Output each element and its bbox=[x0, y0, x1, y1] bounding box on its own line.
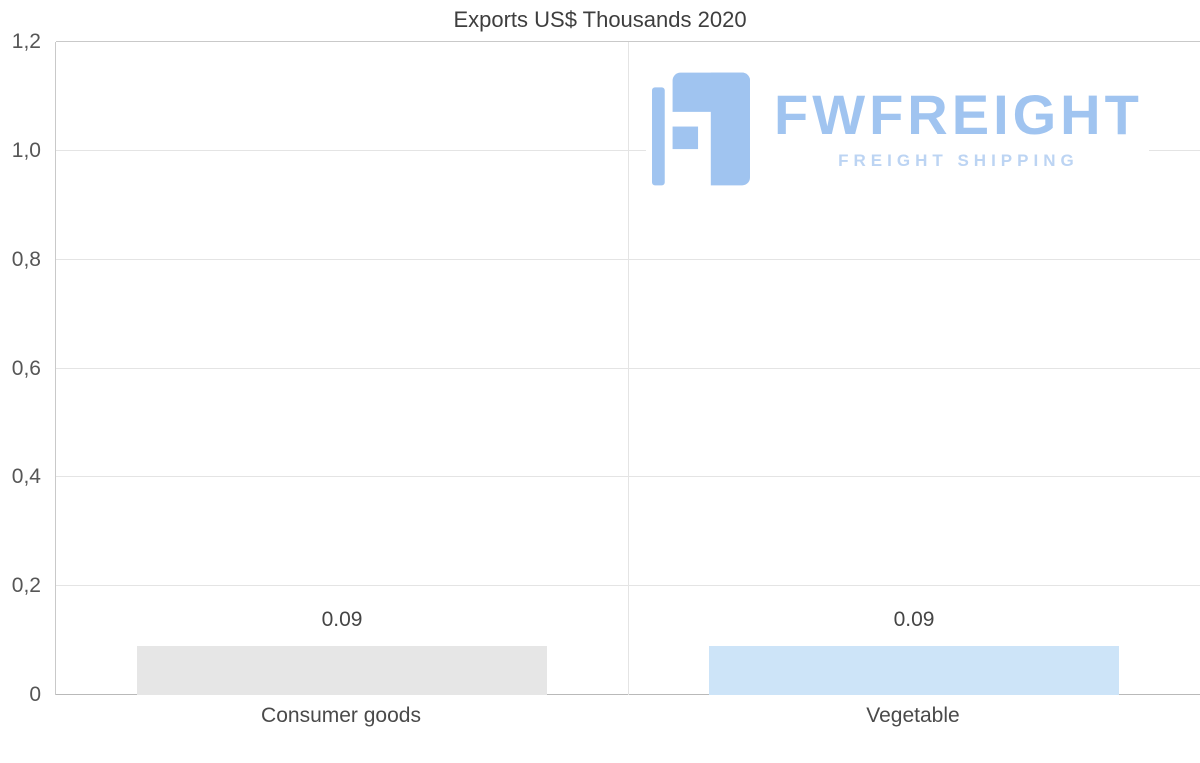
bar-value-label: 0.09 bbox=[893, 608, 935, 632]
brand-text: FWFREIGHT bbox=[774, 83, 1143, 146]
x-axis-label: Consumer goods bbox=[261, 704, 421, 727]
chart-title: Exports US$ Thousands 2020 bbox=[453, 7, 747, 32]
y-tick-label: 0 bbox=[29, 683, 41, 706]
y-tick-label: 1,0 bbox=[11, 138, 41, 162]
fwfreight-logo-icon bbox=[652, 72, 750, 186]
brand-block: FWFREIGHT FREIGHT SHIPPING bbox=[774, 87, 1143, 171]
x-axis-label: Vegetable bbox=[866, 704, 960, 727]
watermark: FWFREIGHT FREIGHT SHIPPING bbox=[646, 66, 1149, 192]
y-tick-label: 0,4 bbox=[11, 465, 41, 489]
y-tick-label: 0,6 bbox=[11, 356, 41, 380]
y-axis: 0 0,2 0,4 0,6 0,8 1,0 1,2 bbox=[0, 30, 45, 706]
bar-value-label: 0.09 bbox=[321, 608, 363, 632]
bar-vegetable bbox=[708, 646, 1120, 695]
y-tick-label: 1,2 bbox=[11, 30, 41, 53]
y-tick-label: 0,8 bbox=[11, 247, 41, 271]
x-axis: Consumer goods Vegetable bbox=[55, 704, 1199, 734]
brand-tagline: FREIGHT SHIPPING bbox=[838, 151, 1079, 170]
category-divider-gridline bbox=[628, 42, 629, 695]
bar-consumer-goods bbox=[136, 646, 548, 695]
y-gridline bbox=[56, 41, 1200, 42]
y-tick-label: 0,2 bbox=[11, 574, 41, 598]
plot-area: 0.09 0.09 bbox=[55, 41, 1200, 695]
